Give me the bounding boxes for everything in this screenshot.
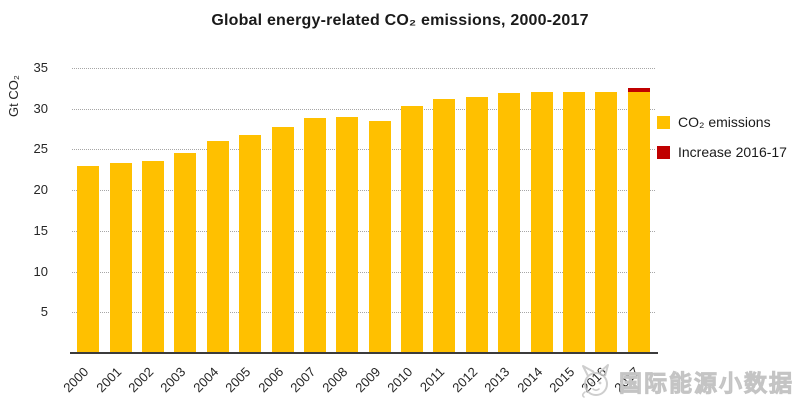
gridline-15 [72,230,655,232]
gridline-25 [72,149,655,151]
legend-label: CO₂ emissions [678,114,771,130]
gridline-30 [72,108,655,110]
chart-legend: CO₂ emissions Increase 2016-17 [657,114,787,174]
watermark: 国际能源小数据 [575,361,794,401]
bar-2011 [433,98,456,352]
bar-2008 [336,116,359,352]
gridline-20 [72,190,655,192]
bar-2010 [401,106,424,352]
y-tick-label: 20 [33,182,48,198]
y-tick-label: 5 [40,304,48,320]
legend-item-increase-2016-17: Increase 2016-17 [657,144,787,160]
bar-2001 [109,163,132,352]
y-tick-label: 10 [33,263,48,279]
bar-2015 [563,92,586,352]
bar-2007 [303,118,326,352]
bar-2016 [595,91,618,352]
legend-swatch-icon [657,115,670,129]
bar-2005 [239,134,262,352]
watermark-text: 国际能源小数据 [619,370,794,397]
legend-label: Increase 2016-17 [678,144,787,160]
bar-2000 [77,165,100,352]
bar-2002 [141,160,164,352]
legend-swatch-icon [657,145,670,159]
gridline-10 [72,271,655,273]
gridline-35 [72,68,655,69]
bar-2013 [498,93,521,352]
bar-2006 [271,127,294,352]
y-tick-label: 15 [33,222,48,238]
legend-item-co2-emissions: CO₂ emissions [657,114,787,130]
x-axis-line [70,352,658,354]
bar-2003 [174,152,197,352]
bar-2017-increase-segment [627,88,650,93]
bar-2004 [206,141,229,352]
bar-2009 [368,120,391,352]
bar-2012 [465,96,488,352]
y-tick-label: 35 [33,60,48,75]
bar-2014 [530,91,553,352]
y-tick-label: 25 [33,141,48,157]
chart-title: Global energy-related CO₂ emissions, 200… [211,12,589,29]
y-tick-label: 30 [33,100,48,116]
bar-2017 [627,92,650,352]
gridline-5 [72,312,655,314]
mascot-doodle-icon [581,364,609,398]
